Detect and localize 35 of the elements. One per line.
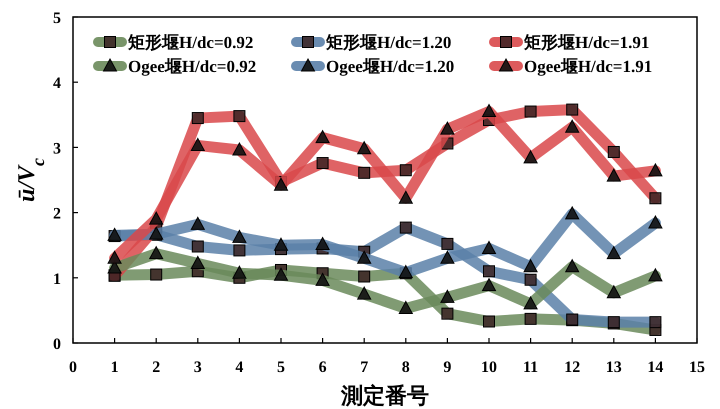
- legend-item: 矩形堰H/dc=0.92: [93, 33, 254, 52]
- legend-label: Ogee堰H/dc=0.92: [128, 57, 256, 76]
- legend-label: Ogee堰H/dc=1.20: [326, 57, 454, 76]
- legend-label: 矩形堰H/dc=1.20: [325, 33, 452, 52]
- x-tick-label: 6: [318, 359, 327, 376]
- legend-item: Ogee堰H/dc=1.91: [489, 57, 652, 76]
- x-tick-label: 11: [523, 359, 538, 376]
- legend-item: 矩形堰H/dc=1.20: [291, 33, 452, 52]
- x-tick-label: 9: [443, 359, 452, 376]
- x-tick-label: 2: [152, 359, 160, 376]
- x-tick-label: 4: [235, 359, 244, 376]
- y-tick-label: 1: [53, 270, 61, 288]
- x-tick-label: 13: [606, 359, 622, 376]
- y-tick-label: 5: [53, 10, 61, 27]
- x-axis-title: 測定番号: [340, 383, 429, 408]
- legend-item: 矩形堰H/dc=1.91: [489, 33, 650, 52]
- y-tick-label: 4: [53, 75, 61, 92]
- x-tick-label: 5: [277, 359, 285, 376]
- x-tick-label: 0: [69, 359, 77, 376]
- x-tick-label: 10: [481, 359, 497, 376]
- legend-item: Ogee堰H/dc=0.92: [93, 57, 256, 76]
- x-tick-label: 3: [194, 359, 202, 376]
- legend-label: 矩形堰H/dc=0.92: [127, 33, 254, 52]
- x-tick-label: 1: [110, 359, 119, 376]
- legend-label: 矩形堰H/dc=1.91: [523, 33, 650, 52]
- y-tick-label: 2: [53, 206, 61, 223]
- y-tick-label: 0: [53, 336, 61, 353]
- x-tick-label: 8: [402, 359, 410, 376]
- x-tick-label: 14: [647, 359, 664, 376]
- x-tick-label: 12: [564, 359, 580, 376]
- legend-item: Ogee堰H/dc=1.20: [291, 57, 454, 76]
- y-tick-label: 3: [53, 140, 61, 158]
- x-tick-label: 15: [689, 359, 705, 376]
- legend-label: Ogee堰H/dc=1.91: [524, 57, 652, 76]
- x-tick-label: 7: [360, 359, 368, 376]
